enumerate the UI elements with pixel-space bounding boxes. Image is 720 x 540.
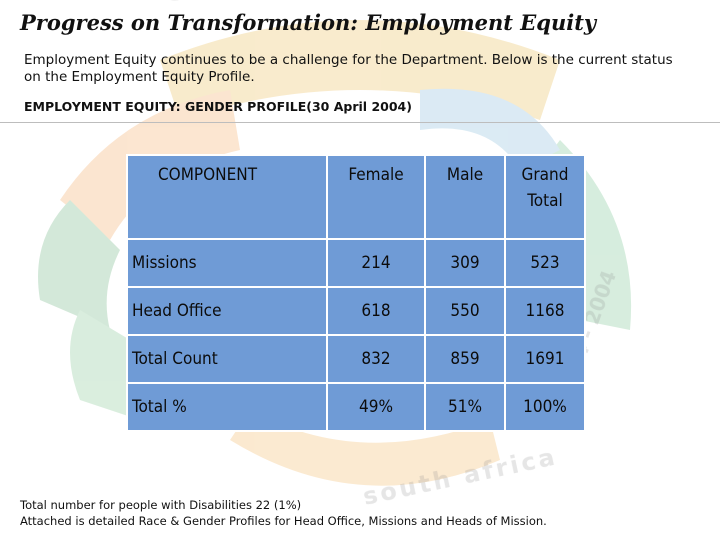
attachment-note: Attached is detailed Race & Gender Profi…: [20, 514, 547, 528]
cell-male: 309: [424, 238, 506, 288]
disabilities-note: Total number for people with Disabilitie…: [20, 498, 302, 512]
cell-component: Total Count: [126, 334, 328, 384]
table-row: Head Office 618 550 1168: [126, 286, 586, 336]
cell-female: 49%: [326, 382, 426, 432]
cell-female: 832: [326, 334, 426, 384]
cell-total: 523: [504, 238, 586, 288]
header-grand-total: Grand Total: [504, 154, 586, 240]
cell-male: 51%: [424, 382, 506, 432]
cell-component: Total %: [126, 382, 328, 432]
cell-male: 550: [424, 286, 506, 336]
cell-component: Head Office: [126, 286, 328, 336]
watermark-arc-text: FREEDOM: [0, 0, 237, 9]
table-header-row: COMPONENT Female Male Grand Total: [126, 154, 586, 240]
table-row: Total Count 832 859 1691: [126, 334, 586, 384]
table-row: Total % 49% 51% 100%: [126, 382, 586, 432]
cell-total: 1168: [504, 286, 586, 336]
cell-female: 214: [326, 238, 426, 288]
cell-female: 618: [326, 286, 426, 336]
table-row: Missions 214 309 523: [126, 238, 586, 288]
table-subtitle: EMPLOYMENT EQUITY: GENDER PROFILE(30 Apr…: [24, 99, 412, 114]
slide-title: Progress on Transformation: Employment E…: [20, 10, 597, 35]
divider-line: [0, 122, 720, 123]
gender-profile-table: COMPONENT Female Male Grand Total Missio…: [126, 154, 586, 432]
header-female: Female: [326, 154, 426, 240]
cell-component: Missions: [126, 238, 328, 288]
intro-paragraph: Employment Equity continues to be a chal…: [24, 52, 673, 85]
cell-total: 100%: [504, 382, 586, 432]
header-component: COMPONENT: [126, 154, 328, 240]
cell-male: 859: [424, 334, 506, 384]
cell-total: 1691: [504, 334, 586, 384]
header-male: Male: [424, 154, 506, 240]
footer-notes: Total number for people with Disabilitie…: [20, 497, 710, 529]
